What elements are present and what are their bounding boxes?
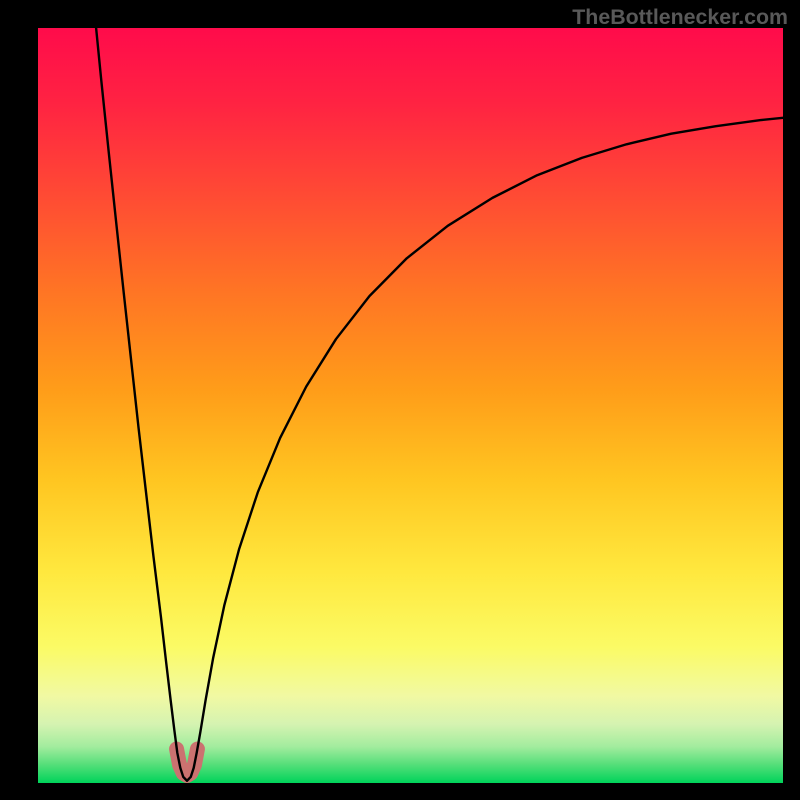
plot-svg	[38, 28, 783, 783]
watermark-label: TheBottlenecker.com	[572, 5, 788, 30]
plot-area	[38, 28, 783, 783]
gradient-background	[38, 28, 783, 783]
